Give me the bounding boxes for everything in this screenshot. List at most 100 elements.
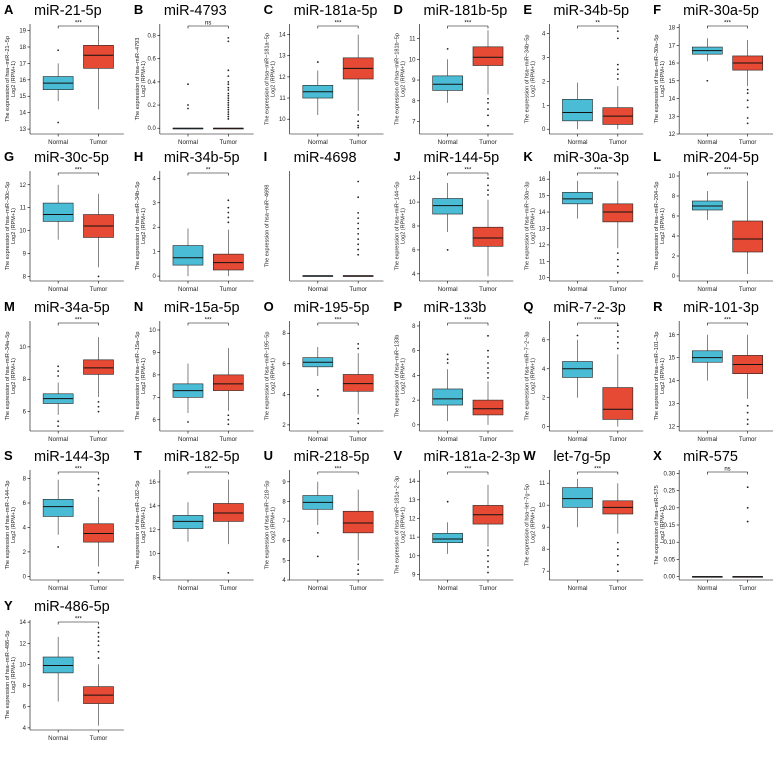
- outlier-point: [227, 99, 230, 102]
- significance-label: ***: [594, 467, 602, 473]
- x-tick-label: Tumor: [349, 436, 367, 443]
- outlier-point: [746, 88, 749, 91]
- outlier-point: [227, 108, 230, 111]
- box-iqr: [602, 203, 634, 223]
- outlier-point: [227, 118, 230, 120]
- significance-label: **: [595, 21, 600, 27]
- y-tick-label: 6: [23, 501, 27, 507]
- x-tick-label: Normal: [568, 436, 588, 443]
- outlier-point: [227, 36, 230, 39]
- y-tick-label: 8: [23, 377, 27, 383]
- y-tick-label: 11: [20, 206, 27, 212]
- significance-label: ***: [205, 318, 213, 324]
- box-normal: [432, 48, 463, 103]
- outlier-point: [227, 571, 230, 574]
- panel-title: miR-4793: [164, 3, 227, 19]
- outlier-point: [616, 554, 619, 557]
- y-tick-label: 8: [152, 576, 156, 582]
- panel-title: miR-181b-5p: [424, 3, 508, 19]
- box-normal: [42, 365, 74, 428]
- y-tick-label: 3: [152, 201, 156, 207]
- outlier-point: [97, 275, 100, 278]
- box-normal: [42, 49, 74, 124]
- y-tick-label: 3: [542, 55, 546, 61]
- y-tick-label: 18: [668, 26, 675, 32]
- panel-letter: S: [4, 448, 13, 463]
- y-axis-label: The expression of hsa−miR−575: [654, 485, 660, 565]
- y-tick-label: 4: [282, 392, 286, 398]
- y-tick-label: 14: [409, 479, 416, 485]
- significance-label: ***: [334, 467, 342, 473]
- outlier-point: [706, 79, 709, 82]
- box-normal: [692, 334, 723, 381]
- y-axis-label: The expression of hsa−miR−181a−2−3p: [395, 476, 401, 574]
- y-tick-label: 2: [282, 423, 286, 429]
- panel-title: miR-133b: [424, 300, 487, 316]
- outlier-point: [616, 68, 619, 71]
- panel-letter: W: [523, 448, 536, 463]
- outlier-point: [357, 417, 360, 420]
- y-axis-label: The expression of hsa−miR−144−5p: [395, 182, 401, 271]
- panel-title: miR-144-3p: [34, 449, 110, 465]
- y-axis-unit-label: Log2 (RPM+1): [271, 61, 277, 97]
- x-tick-label: Normal: [178, 436, 198, 443]
- y-axis-label: The expression of hsa−let−7g−5p: [524, 484, 530, 566]
- y-tick-label: 11: [409, 37, 416, 43]
- outlier-point: [746, 404, 749, 407]
- box-iqr: [562, 99, 593, 122]
- y-tick-label: 0: [412, 423, 416, 429]
- y-axis-label: The expression of hsa−miR−34a−5p: [5, 332, 11, 421]
- box-normal: [42, 636, 74, 702]
- x-tick-label: Tumor: [479, 436, 497, 443]
- outlier-point: [446, 249, 449, 251]
- x-tick-label: Normal: [438, 436, 458, 443]
- panel-title: miR-101-3p: [683, 300, 759, 316]
- y-axis-unit-label: Log2 (RPM+1): [530, 507, 536, 543]
- y-tick-label: 15: [539, 194, 546, 200]
- outlier-point: [227, 101, 230, 104]
- outlier-point: [746, 122, 749, 125]
- outlier-point: [616, 548, 619, 551]
- y-tick-label: 0.00: [663, 575, 675, 581]
- outlier-point: [487, 184, 489, 187]
- significance-label: ns: [724, 467, 730, 473]
- box-tumor: [213, 199, 244, 277]
- outlier-point: [57, 370, 60, 373]
- box-iqr: [42, 499, 74, 517]
- box-iqr: [172, 245, 204, 266]
- outlier-point: [316, 61, 319, 63]
- y-tick-label: 9: [282, 480, 286, 486]
- outlier-point: [746, 92, 749, 95]
- y-tick-label: 11: [539, 259, 546, 265]
- y-tick-label: 10: [409, 554, 416, 560]
- y-tick-label: 12: [409, 516, 416, 522]
- y-tick-label: 11: [409, 535, 416, 541]
- y-tick-label: 4: [23, 525, 27, 531]
- panel-letter: G: [4, 149, 14, 164]
- panel-letter: T: [134, 448, 142, 463]
- y-tick-label: 7: [412, 120, 416, 126]
- outlier-point: [357, 569, 360, 572]
- box-tumor: [732, 334, 763, 426]
- outlier-point: [487, 101, 489, 104]
- outlier-point: [57, 546, 60, 548]
- y-tick-label: 14: [668, 97, 675, 103]
- x-tick-label: Normal: [48, 585, 68, 592]
- outlier-point: [357, 343, 360, 345]
- panel-title: miR-34b-5p: [553, 3, 629, 19]
- y-axis-label: The expression of hsa−miR−30a−3p: [524, 182, 530, 271]
- y-tick-label: 7: [542, 569, 546, 575]
- box-tumor: [83, 193, 114, 278]
- x-tick-label: Tumor: [739, 436, 757, 443]
- box-normal: [562, 180, 593, 219]
- box-normal: [432, 353, 463, 422]
- y-tick-label: 4: [412, 373, 416, 379]
- y-axis-label: The expression of hsa−miR−101−3p: [654, 332, 660, 421]
- y-tick-label: 13: [668, 114, 675, 120]
